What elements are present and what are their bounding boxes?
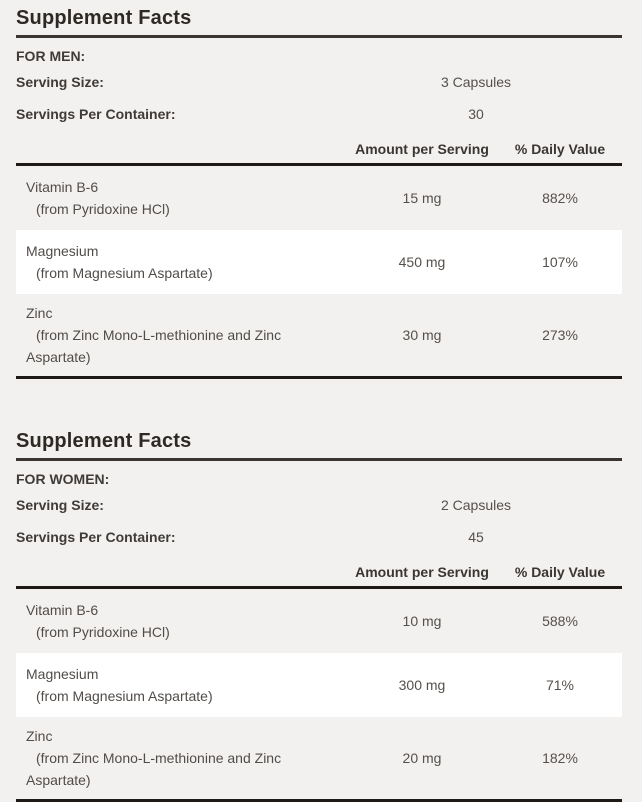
- nutrient-name-cell: Vitamin B-6 (from Pyridoxine HCl): [16, 599, 346, 643]
- table-row-magnesium: Magnesium (from Magnesium Aspartate) 450…: [16, 230, 622, 294]
- nutrient-amount: 30 mg: [402, 327, 442, 343]
- title-divider: [16, 458, 622, 461]
- nutrient-daily-value: 182%: [542, 750, 578, 766]
- header-divider: [16, 163, 622, 166]
- table-row-vitamin-b6: Vitamin B-6 (from Pyridoxine HCl) 10 mg …: [16, 589, 622, 653]
- nutrient-source: (from Zinc Mono-L-methionine and Zinc As…: [26, 327, 282, 365]
- table-bottom-divider: [16, 376, 622, 379]
- serving-size-row: Serving Size: 2 Capsules: [16, 490, 622, 520]
- servings-per-container-value: 45: [468, 529, 484, 545]
- nutrient-amount: 300 mg: [398, 677, 446, 693]
- daily-value-column-header: % Daily Value: [514, 564, 606, 580]
- nutrient-source: (from Magnesium Aspartate): [36, 688, 213, 704]
- table-row-zinc: Zinc (from Zinc Mono-L-methionine and Zi…: [16, 294, 622, 376]
- nutrient-daily-value: 273%: [542, 327, 578, 343]
- nutrient-daily-value: 107%: [542, 254, 578, 270]
- nutrient-name-cell: Magnesium (from Magnesium Aspartate): [16, 240, 346, 284]
- nutrient-name-cell: Zinc (from Zinc Mono-L-methionine and Zi…: [16, 725, 346, 791]
- nutrient-source: (from Pyridoxine HCl): [36, 624, 170, 640]
- nutrient-name: Zinc: [26, 728, 53, 744]
- nutrient-amount: 450 mg: [398, 254, 446, 270]
- nutrient-daily-value: 588%: [542, 613, 578, 629]
- table-row-zinc: Zinc (from Zinc Mono-L-methionine and Zi…: [16, 717, 622, 799]
- column-header-row: Amount per Serving % Daily Value: [16, 552, 622, 586]
- table-row-magnesium: Magnesium (from Magnesium Aspartate) 300…: [16, 653, 622, 717]
- table-row-vitamin-b6: Vitamin B-6 (from Pyridoxine HCl) 15 mg …: [16, 166, 622, 230]
- serving-size-label: Serving Size:: [16, 74, 104, 90]
- nutrient-name: Zinc: [26, 305, 53, 321]
- supplement-facts-panel-women: Supplement Facts FOR WOMEN: Serving Size…: [0, 423, 642, 802]
- nutrient-daily-value: 882%: [542, 190, 578, 206]
- serving-size-row: Serving Size: 3 Capsules: [16, 67, 622, 97]
- servings-per-container-row: Servings Per Container: 30: [16, 99, 622, 129]
- nutrient-name: Magnesium: [26, 666, 99, 682]
- nutrient-name-cell: Magnesium (from Magnesium Aspartate): [16, 663, 346, 707]
- panel-title: Supplement Facts: [16, 430, 192, 452]
- nutrient-name-cell: Zinc (from Zinc Mono-L-methionine and Zi…: [16, 302, 346, 368]
- title-divider: [16, 35, 622, 38]
- daily-value-column-header: % Daily Value: [514, 141, 606, 157]
- amount-column-header: Amount per Serving: [355, 564, 489, 580]
- servings-per-container-row: Servings Per Container: 45: [16, 522, 622, 552]
- serving-size-value: 3 Capsules: [440, 74, 512, 90]
- nutrient-daily-value: 71%: [545, 677, 575, 693]
- nutrient-source: (from Magnesium Aspartate): [36, 265, 213, 281]
- nutrient-name: Vitamin B-6: [26, 602, 99, 618]
- serving-size-label: Serving Size:: [16, 497, 104, 513]
- nutrient-name: Magnesium: [26, 243, 99, 259]
- nutrient-name-cell: Vitamin B-6 (from Pyridoxine HCl): [16, 176, 346, 220]
- column-header-row: Amount per Serving % Daily Value: [16, 129, 622, 163]
- panel-title: Supplement Facts: [16, 7, 192, 29]
- servings-per-container-value: 30: [468, 106, 484, 122]
- nutrient-name: Vitamin B-6: [26, 179, 99, 195]
- audience-label: FOR WOMEN:: [16, 471, 110, 487]
- nutrient-amount: 15 mg: [402, 190, 442, 206]
- supplement-facts-panel-men: Supplement Facts FOR MEN: Serving Size: …: [0, 0, 642, 379]
- servings-per-container-label: Servings Per Container:: [16, 106, 176, 122]
- nutrient-source: (from Zinc Mono-L-methionine and Zinc As…: [26, 750, 282, 788]
- nutrient-amount: 20 mg: [402, 750, 442, 766]
- amount-column-header: Amount per Serving: [355, 141, 489, 157]
- nutrient-source: (from Pyridoxine HCl): [36, 201, 170, 217]
- serving-size-value: 2 Capsules: [440, 497, 512, 513]
- header-divider: [16, 586, 622, 589]
- nutrient-amount: 10 mg: [402, 613, 442, 629]
- servings-per-container-label: Servings Per Container:: [16, 529, 176, 545]
- audience-label: FOR MEN:: [16, 48, 86, 64]
